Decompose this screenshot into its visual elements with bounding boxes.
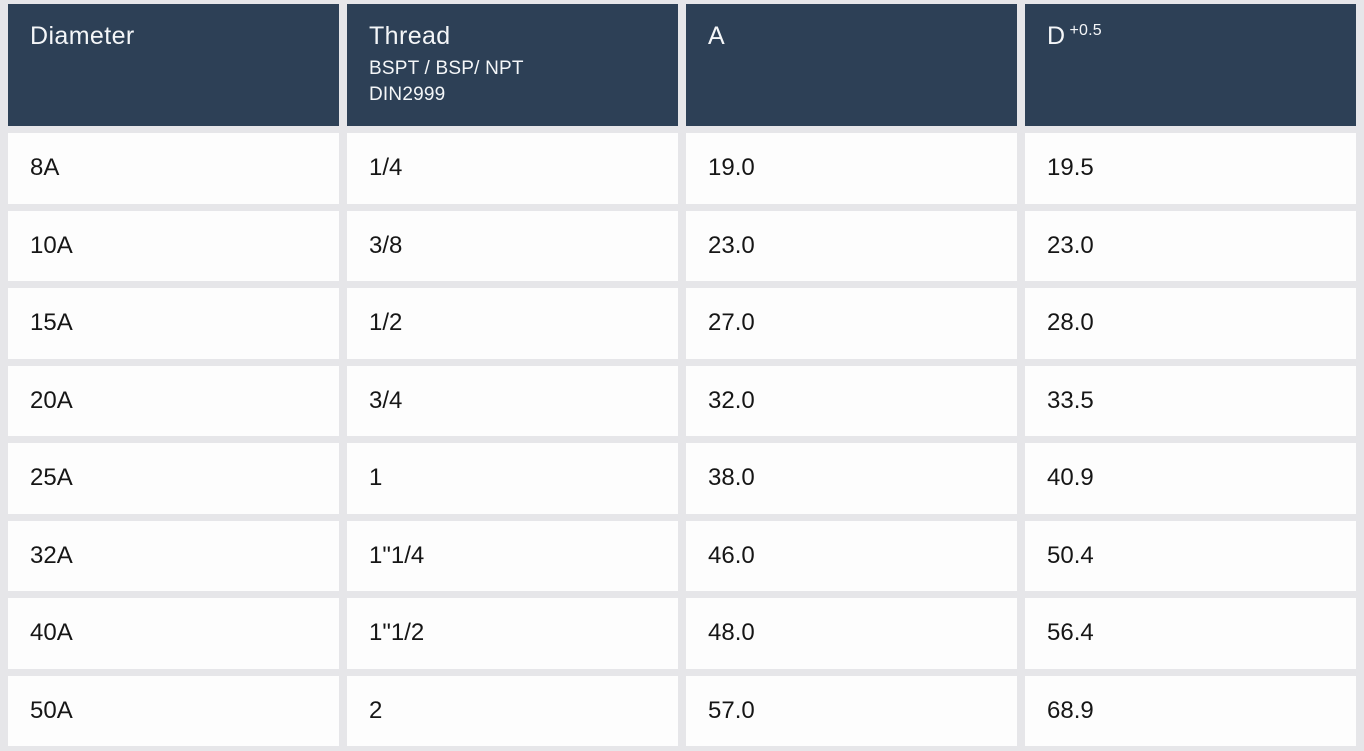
diameter-cell: 10A [8, 210, 339, 281]
diameter-cell: 8A [8, 133, 339, 204]
diameter-cell: 20A [8, 365, 339, 436]
a-cell: 38.0 [686, 443, 1017, 514]
diameter-cell: 50A [8, 675, 339, 746]
thread-cell: 2 [347, 675, 678, 746]
a-cell: 48.0 [686, 598, 1017, 669]
column-title-a: A [708, 22, 726, 50]
header-cell-thread: Thread BSPT / BSP/ NPT DIN2999 [347, 4, 678, 126]
a-cell: 27.0 [686, 288, 1017, 359]
thread-cell: 1/2 [347, 288, 678, 359]
d-cell: 19.5 [1025, 133, 1356, 204]
thread-cell: 1/4 [347, 133, 678, 204]
d-tolerance-superscript: +0.5 [1069, 22, 1102, 39]
d-base-label: D [1047, 22, 1066, 50]
thread-cell: 3/4 [347, 365, 678, 436]
d-cell: 56.4 [1025, 598, 1356, 669]
d-cell: 50.4 [1025, 520, 1356, 591]
column-title-thread: Thread [369, 22, 451, 50]
diameter-cell: 25A [8, 443, 339, 514]
a-cell: 19.0 [686, 133, 1017, 204]
header-cell-diameter: Diameter [8, 4, 339, 126]
diameter-cell: 40A [8, 598, 339, 669]
thread-standards-line2: DIN2999 [369, 84, 446, 105]
thread-cell: 1"1/4 [347, 520, 678, 591]
diameter-cell: 32A [8, 520, 339, 591]
d-cell: 23.0 [1025, 210, 1356, 281]
header-cell-a: A [686, 4, 1017, 126]
d-cell: 28.0 [1025, 288, 1356, 359]
a-cell: 32.0 [686, 365, 1017, 436]
thread-cell: 1"1/2 [347, 598, 678, 669]
thread-standards-line1: BSPT / BSP/ NPT [369, 58, 524, 79]
thread-cell: 1 [347, 443, 678, 514]
diameter-cell: 15A [8, 288, 339, 359]
d-cell: 68.9 [1025, 675, 1356, 746]
d-cell: 40.9 [1025, 443, 1356, 514]
d-cell: 33.5 [1025, 365, 1356, 436]
header-cell-d: D +0.5 [1025, 4, 1356, 126]
a-cell: 23.0 [686, 210, 1017, 281]
column-title-d: D +0.5 [1047, 21, 1338, 55]
a-cell: 57.0 [686, 675, 1017, 746]
thread-cell: 3/8 [347, 210, 678, 281]
column-title-diameter: Diameter [30, 22, 135, 50]
a-cell: 46.0 [686, 520, 1017, 591]
